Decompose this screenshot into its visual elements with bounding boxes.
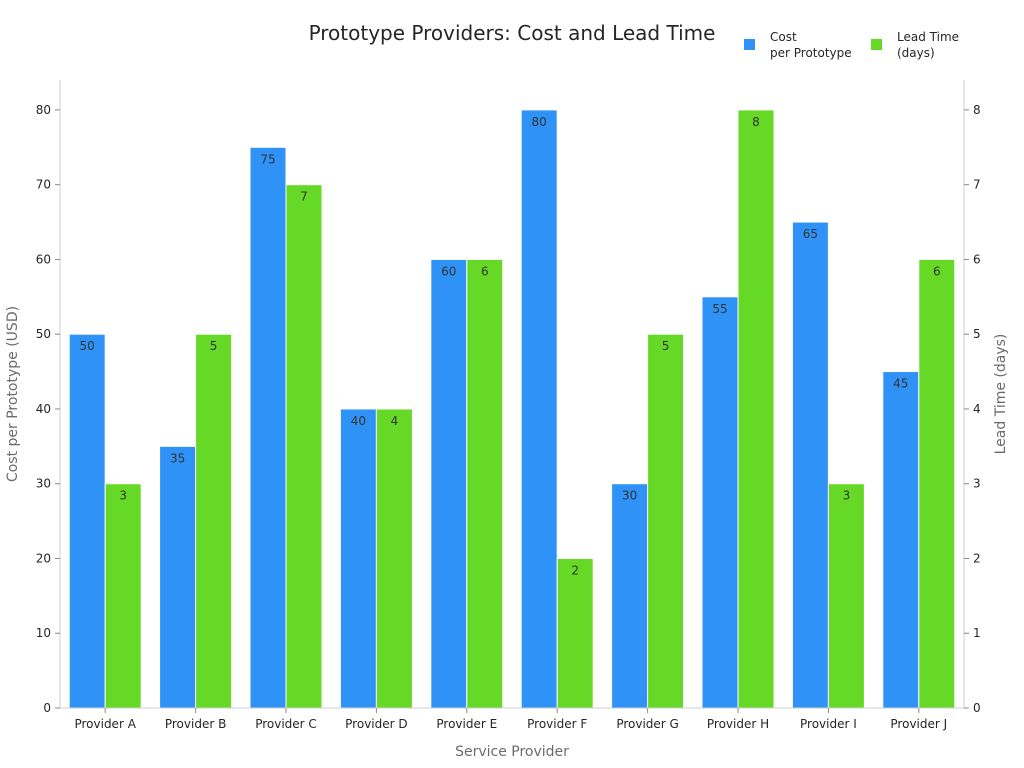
legend: Cost per Prototype Lead Time (days) (744, 30, 959, 60)
chart-title: Prototype Providers: Cost and Lead Time (309, 21, 716, 45)
cost-bar (520, 109, 558, 709)
lead-time-data-label: 7 (300, 190, 308, 204)
left-y-tick-label: 10 (36, 626, 51, 640)
x-ticks: Provider A Provider B Provider C Provider D… (74, 708, 947, 731)
cost-data-label: 80 (532, 115, 547, 129)
lead-time-bar (918, 258, 956, 709)
legend-label-line: Cost (770, 30, 797, 44)
x-tick-label: Provider B (165, 717, 226, 731)
lead-time-legend-swatch (871, 39, 882, 50)
cost-data-label: 60 (441, 264, 456, 278)
x-tick-label: Provider F (527, 717, 587, 731)
right-y-tick-label: 5 (973, 327, 981, 341)
left-y-axis-title: Cost per Prototype (USD) (5, 306, 21, 482)
cost-bar (68, 333, 106, 709)
cost-data-label: 35 (170, 451, 185, 465)
x-axis-title: Service Provider (455, 744, 569, 760)
lead-time-data-label: 5 (662, 339, 670, 353)
left-y-tick-label: 50 (36, 327, 51, 341)
lead-time-data-label: 2 (571, 563, 579, 577)
lead-time-data-label: 3 (843, 489, 851, 503)
cost-bar (611, 483, 649, 709)
right-y-tick-label: 4 (973, 402, 981, 416)
cost-data-label: 65 (803, 227, 818, 241)
lead-time-legend-label: Lead Time (days) (897, 30, 959, 60)
lead-time-bar (375, 408, 413, 709)
legend-label-line: (days) (897, 46, 935, 60)
x-tick-label: Provider I (800, 717, 857, 731)
lead-time-data-label: 6 (933, 264, 941, 278)
lead-time-bar (104, 483, 142, 709)
x-tick-label: Provider A (74, 717, 136, 731)
left-y-tick-label: 70 (36, 178, 51, 192)
right-y-tick-label: 8 (973, 103, 981, 117)
lead-time-data-label: 5 (210, 339, 218, 353)
left-y-tick-label: 40 (36, 402, 51, 416)
right-y-tick-label: 1 (973, 626, 981, 640)
cost-bar (430, 258, 468, 709)
lead-time-data-label: 8 (752, 115, 760, 129)
x-tick-label: Provider G (616, 717, 679, 731)
cost-bar (882, 371, 920, 709)
cost-data-label: 30 (622, 489, 637, 503)
x-tick-label: Provider E (436, 717, 497, 731)
cost-legend-label: Cost per Prototype (770, 30, 852, 60)
cost-bar (159, 445, 197, 709)
x-tick-label: Provider D (345, 717, 407, 731)
x-tick-label: Provider C (255, 717, 317, 731)
cost-data-label: 40 (351, 414, 366, 428)
lead-time-bar (647, 333, 685, 709)
lead-time-bar (737, 109, 775, 709)
cost-legend-swatch (744, 39, 755, 50)
left-y-tick-label: 20 (36, 551, 51, 565)
cost-data-label: 50 (80, 339, 95, 353)
right-y-tick-label: 2 (973, 551, 981, 565)
left-y-tick-label: 60 (36, 252, 51, 266)
cost-bar (249, 146, 287, 709)
cost-bar (701, 296, 739, 709)
lead-time-data-label: 4 (391, 414, 399, 428)
lead-time-bar (466, 258, 504, 709)
right-y-tick-label: 7 (973, 178, 981, 192)
right-y-tick-label: 0 (973, 701, 981, 715)
legend-label-line: Lead Time (897, 30, 959, 44)
right-y-tick-label: 6 (973, 252, 981, 266)
lead-time-data-label: 3 (119, 489, 127, 503)
cost-bar (339, 408, 377, 709)
cost-bar (791, 221, 829, 709)
left-y-tick-label: 80 (36, 103, 51, 117)
cost-data-label: 75 (260, 152, 275, 166)
lead-time-bar (195, 333, 233, 709)
x-tick-label: Provider J (890, 717, 947, 731)
cost-data-label: 55 (712, 302, 727, 316)
right-y-ticks: 0 1 2 3 4 5 6 7 8 (964, 103, 981, 715)
lead-time-bar (285, 184, 323, 709)
bars-group (68, 109, 956, 709)
lead-time-bar (827, 483, 865, 709)
lead-time-data-label: 6 (481, 264, 489, 278)
left-y-ticks: 0 10 20 30 40 50 60 70 80 (36, 103, 60, 715)
cost-data-label: 45 (893, 377, 908, 391)
lead-time-bar (556, 557, 594, 709)
left-y-tick-label: 30 (36, 477, 51, 491)
right-y-axis-title: Lead Time (days) (993, 334, 1009, 455)
left-y-tick-label: 0 (43, 701, 51, 715)
legend-label-line: per Prototype (770, 46, 852, 60)
x-tick-label: Provider H (707, 717, 769, 731)
right-y-tick-label: 3 (973, 477, 981, 491)
